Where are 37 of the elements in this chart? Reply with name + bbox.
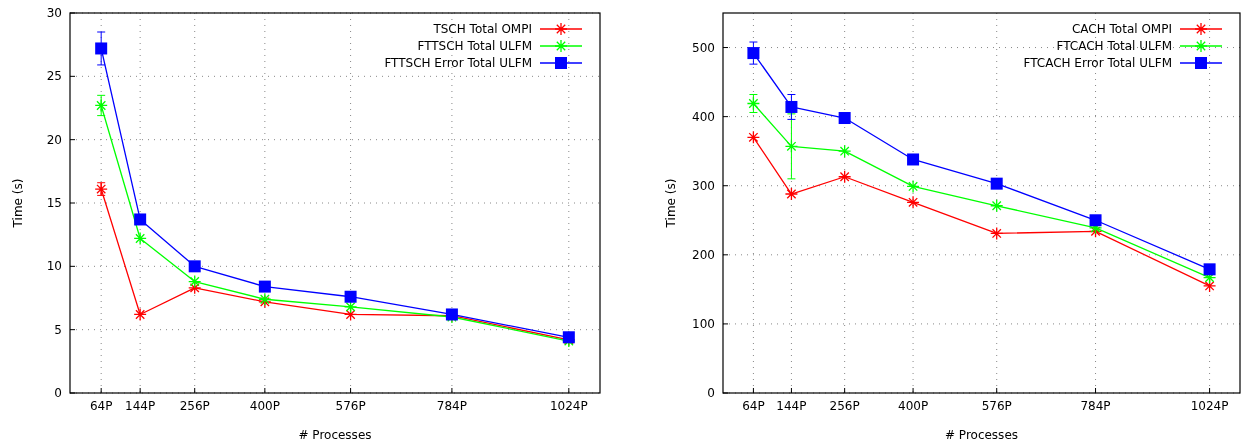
y-tick-label: 0 (54, 386, 62, 400)
legend-label: TSCH Total OMPI (432, 22, 532, 36)
x-tick-label: 400P (249, 399, 280, 413)
x-tick-label: 400P (898, 399, 929, 413)
x-axis-title: # Processes (298, 428, 372, 442)
legend-label: CACH Total OMPI (1071, 22, 1172, 36)
x-tick-label: 784P (436, 399, 467, 413)
y-tick-label: 20 (46, 132, 62, 147)
legend-label: FTCACH Total ULFM (1056, 39, 1172, 53)
y-tick-label: 400 (692, 109, 715, 124)
y-tick-label: 100 (692, 316, 715, 331)
legend-label: FTTSCH Total ULFM (417, 39, 532, 53)
y-tick-label: 15 (46, 196, 62, 210)
y-tick-label: 500 (692, 40, 715, 55)
y-tick-label: 25 (46, 69, 62, 84)
y-axis-title: Time (s) (664, 178, 678, 229)
y-tick-label: 10 (46, 259, 62, 274)
y-tick-label: 30 (46, 6, 62, 20)
x-tick-label: 64P (89, 399, 113, 413)
y-axis-title: Time (s) (11, 178, 25, 229)
x-tick-label: 256P (179, 399, 210, 413)
x-tick-label: 144P (776, 399, 807, 413)
x-tick-label: 144P (125, 399, 156, 413)
legend-label: FTTSCH Error Total ULFM (384, 56, 532, 70)
y-tick-label: 5 (54, 322, 62, 337)
x-axis-title: # Processes (944, 428, 1019, 442)
legend-label: FTCACH Error Total ULFM (1023, 56, 1172, 70)
x-tick-label: 576P (981, 399, 1012, 413)
y-tick-label: 300 (692, 178, 715, 193)
x-tick-label: 1024P (1190, 399, 1229, 413)
x-tick-label: 64P (742, 399, 765, 413)
x-tick-label: 576P (335, 399, 366, 413)
y-tick-label: 200 (692, 247, 715, 262)
x-tick-label: 256P (829, 399, 860, 413)
x-tick-label: 784P (1080, 399, 1111, 413)
x-tick-label: 1024P (549, 399, 588, 413)
y-tick-label: 0 (707, 386, 715, 400)
